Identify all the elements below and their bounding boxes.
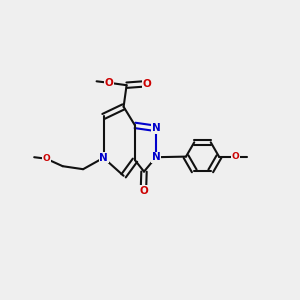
Text: N: N xyxy=(152,152,160,162)
Text: O: O xyxy=(232,152,239,161)
Text: N: N xyxy=(99,153,108,163)
Text: O: O xyxy=(142,79,152,89)
Text: N: N xyxy=(152,123,160,134)
Text: O: O xyxy=(105,78,114,88)
Text: O: O xyxy=(42,154,50,163)
Text: O: O xyxy=(139,186,148,196)
